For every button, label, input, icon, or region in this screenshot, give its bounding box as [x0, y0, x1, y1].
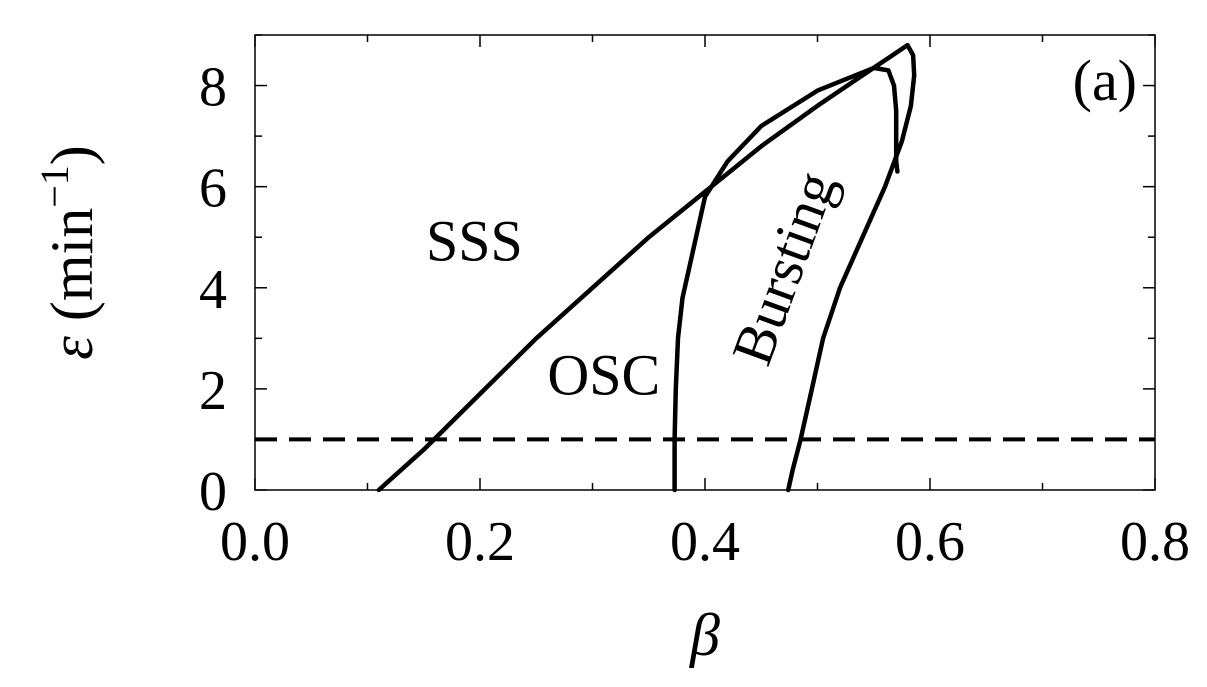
y-tick-label: 2	[199, 360, 227, 422]
y-axis-unit-exponent: −1	[32, 165, 77, 208]
x-tick-label: 0.8	[1120, 511, 1190, 573]
y-tick-label: 0	[199, 461, 227, 523]
region-label-bursting: Bursting	[719, 163, 848, 373]
y-axis-label: ε (min−1)	[32, 145, 105, 360]
x-tick-label: 0.6	[895, 511, 965, 573]
region-label-osc: OSC	[547, 343, 660, 408]
plot-frame	[254, 34, 1156, 491]
series-line-1	[376, 42, 917, 493]
y-axis-unit: (min	[39, 208, 105, 336]
x-tick-label: 0.4	[670, 511, 740, 573]
series-line-2	[672, 65, 900, 493]
y-tick-label: 8	[199, 57, 227, 119]
panel-label: (a)	[1073, 48, 1137, 113]
y-axis-unit-close: )	[39, 145, 105, 165]
series-layer	[255, 42, 1155, 493]
x-tick-label: 0.0	[220, 511, 290, 573]
axis-ticks	[254, 34, 1156, 491]
y-tick-label: 6	[199, 158, 227, 220]
region-label-sss: SSS	[426, 209, 523, 274]
x-tick-label: 0.2	[445, 511, 515, 573]
text-layer: 0.0 0.2 0.4 0.6 0.8 0 2 4 6 8 SSS OSC Bursting (a) β ε …	[32, 48, 1190, 668]
x-axis-label: β	[689, 602, 720, 668]
y-axis-symbol: ε	[39, 336, 105, 360]
y-tick-label: 4	[199, 259, 227, 321]
